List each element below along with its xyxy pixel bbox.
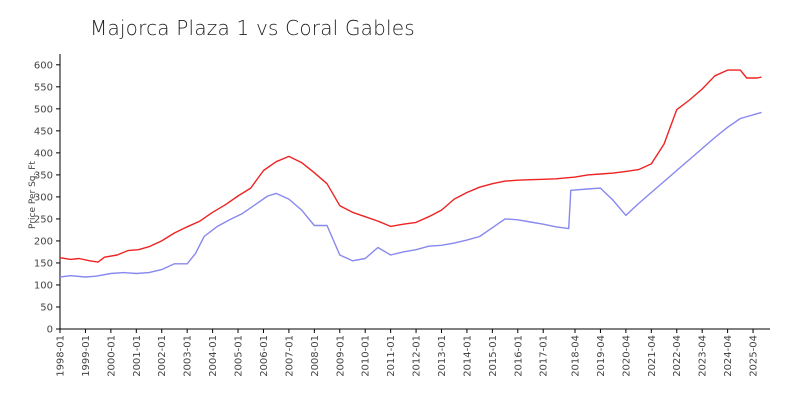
series-line-1 <box>59 69 762 263</box>
x-tick-label: 2020-04 <box>621 335 632 377</box>
x-tick-label: 2019-04 <box>596 335 607 377</box>
series-line-2 <box>59 111 762 278</box>
x-axis: 1998-01 1999-01 2000-01 2001-01 2002-01 2003-… <box>56 328 770 377</box>
y-tick-label: 300 <box>34 192 53 203</box>
y-tick-label: 200 <box>34 236 53 247</box>
x-tick-label: 2015-01 <box>488 335 499 377</box>
chart-title: Majorca Plaza 1 vs Coral Gables <box>90 16 415 40</box>
x-tick-label: 2011-01 <box>386 335 397 377</box>
y-tick-label: 0 <box>47 325 53 336</box>
y-tick-label: 500 <box>34 104 53 115</box>
x-tick-label: 2008-01 <box>310 335 321 377</box>
y-axis: 0 50 100 150 200 250 300 350 400 450 500 550 600 <box>34 54 61 336</box>
x-tick-label: 2010-01 <box>361 335 372 377</box>
y-tick-label: 100 <box>34 280 53 291</box>
y-axis-title: Price Per Sq. Ft <box>28 161 38 229</box>
y-tick-label: 400 <box>34 148 53 159</box>
x-tick-label: 2009-01 <box>335 335 346 377</box>
x-tick-label: 2024-04 <box>723 335 734 377</box>
y-tick-label: 350 <box>34 170 53 181</box>
x-tick-label: 2013-01 <box>437 335 448 377</box>
x-tick-label: 2004-01 <box>208 335 219 377</box>
x-tick-label: 2001-01 <box>132 335 143 377</box>
x-tick-label: 2023-04 <box>698 335 709 377</box>
x-tick-label: 2018-04 <box>571 335 582 377</box>
x-tick-label: 2003-01 <box>183 335 194 377</box>
x-tick-label: 2005-01 <box>234 335 245 377</box>
x-tick-label: 1998-01 <box>56 335 67 377</box>
x-tick-label: 2016-01 <box>513 335 524 377</box>
y-tick-label: 600 <box>34 60 53 71</box>
y-tick-label: 450 <box>34 126 53 137</box>
x-tick-label: 2014-01 <box>462 335 473 377</box>
x-tick-label: 2006-01 <box>259 335 270 377</box>
y-tick-label: 50 <box>40 302 53 313</box>
series-group <box>59 69 762 278</box>
x-tick-label: 2012-01 <box>412 335 423 377</box>
y-tick-label: 550 <box>34 82 53 93</box>
x-tick-label: 2000-01 <box>106 335 117 377</box>
x-tick-label: 2022-04 <box>672 335 683 377</box>
x-tick-label: 2017-01 <box>539 335 550 377</box>
x-tick-label: 1999-01 <box>81 335 92 377</box>
x-tick-label: 2007-01 <box>284 335 295 377</box>
x-tick-label: 2021-04 <box>647 335 658 377</box>
x-tick-label: 2025-04 <box>749 335 760 377</box>
x-tick-label: 2002-01 <box>157 335 168 377</box>
y-tick-label: 150 <box>34 258 53 269</box>
y-tick-label: 250 <box>34 214 53 225</box>
